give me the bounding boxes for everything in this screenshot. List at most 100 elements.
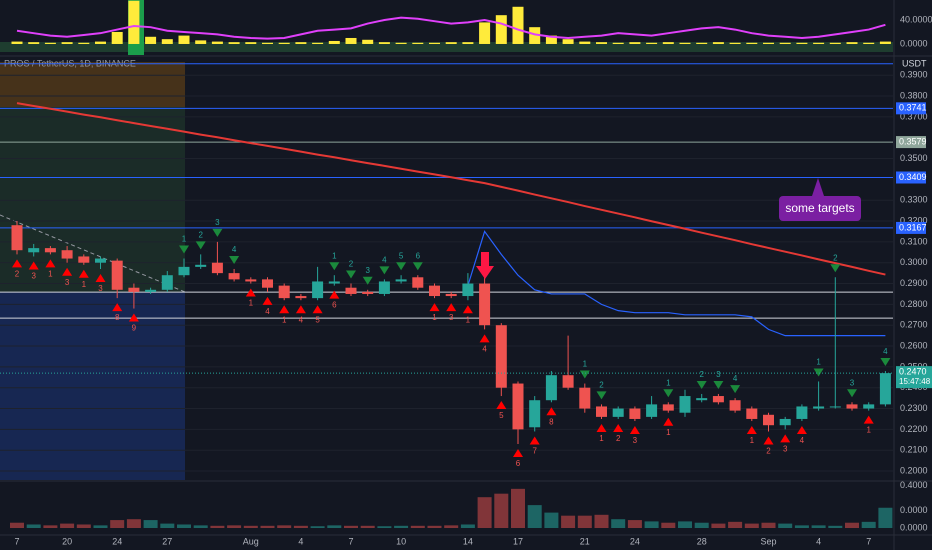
- sell-signal-label: 3: [850, 378, 855, 387]
- oscillator-bar: [95, 41, 106, 44]
- volume-bar: [845, 522, 859, 528]
- volume-bar: [811, 525, 826, 528]
- volume-bar: [627, 520, 642, 528]
- buy-signal: [663, 417, 674, 426]
- volume-bar: [694, 522, 709, 528]
- volume-bar: [444, 525, 459, 528]
- volume-bar: [410, 525, 425, 528]
- candle-body: [295, 296, 307, 299]
- buy-signal-label: 8: [115, 313, 120, 322]
- volume-bar: [828, 525, 843, 528]
- sell-signal-label: 2: [349, 260, 354, 269]
- volume-bar: [728, 521, 743, 528]
- sell-signal: [663, 389, 674, 398]
- volume-bar: [260, 525, 275, 528]
- buy-signal: [295, 305, 306, 314]
- y-tick-label: 0.0000: [900, 38, 928, 48]
- buy-signal: [62, 267, 73, 276]
- sell-signal-label: 4: [232, 245, 237, 254]
- candle-body: [545, 375, 557, 401]
- candle-body: [95, 258, 106, 263]
- sell-signal-label: 2: [833, 253, 838, 262]
- sell-signal: [396, 262, 407, 271]
- signal-arrow: [476, 252, 494, 279]
- oscillator-bar: [813, 42, 825, 44]
- oscillator-bar: [128, 0, 140, 44]
- candle-body: [328, 281, 340, 284]
- oscillator-bar: [429, 42, 440, 44]
- moving-average: [16, 102, 886, 276]
- candle-body: [629, 408, 641, 419]
- oscillator-bar: [245, 42, 257, 44]
- y-tick-label: 0.4000: [900, 480, 928, 490]
- volume-bar: [460, 524, 475, 528]
- volume-bar: [427, 525, 442, 528]
- candle-body: [44, 248, 56, 253]
- sell-signal: [696, 380, 707, 389]
- sell-signal-label: 1: [666, 378, 671, 387]
- volume-bar: [878, 507, 893, 528]
- oscillator-bar: [779, 42, 791, 44]
- x-tick-label: Aug: [243, 536, 259, 546]
- sell-signal-label: 3: [716, 370, 721, 379]
- countdown: 15:47:48: [899, 377, 931, 386]
- volume-bar: [544, 512, 559, 528]
- sell-signal: [847, 389, 857, 398]
- candle-body: [712, 396, 724, 403]
- oscillator-bar: [345, 37, 357, 44]
- oscillator-bar: [545, 35, 557, 44]
- oscillator-bar: [111, 31, 123, 44]
- oscillator-bar: [512, 6, 524, 44]
- oscillator-bar: [696, 42, 708, 44]
- y-tick-label: 0.3500: [900, 153, 928, 163]
- candle-body: [646, 404, 658, 417]
- buy-signal-label: 1: [750, 436, 755, 445]
- buy-signal: [128, 313, 139, 322]
- sell-signal-label: 4: [733, 374, 738, 383]
- candle-body: [679, 396, 691, 413]
- x-tick-label: Sep: [760, 536, 776, 546]
- buy-signal-label: 6: [332, 301, 337, 310]
- y-tick-label: 0.3700: [900, 111, 928, 121]
- buy-signal-label: 2: [15, 269, 20, 278]
- level-tag: [896, 136, 926, 149]
- x-tick-label: 4: [816, 536, 821, 546]
- price-label: 0.2470: [899, 367, 927, 377]
- buy-signal: [513, 448, 523, 457]
- buy-signal-label: 3: [783, 444, 788, 453]
- x-tick-label: 21: [580, 536, 590, 546]
- oscillator-bar: [612, 42, 624, 44]
- y-tick-label: 0.3200: [900, 215, 928, 225]
- oscillator-bar: [479, 22, 491, 44]
- level-label: 0.3167: [899, 222, 927, 232]
- oscillator-bar: [579, 41, 591, 44]
- volume-bar: [26, 524, 41, 528]
- projection-line: [0, 214, 186, 293]
- candle-body: [696, 398, 708, 401]
- volume-bar: [611, 519, 626, 528]
- oscillator-bar: [395, 42, 407, 44]
- volume-bar: [310, 526, 325, 528]
- candle-body: [863, 404, 875, 409]
- volume-bar: [243, 525, 258, 528]
- candle-body: [111, 260, 123, 290]
- oscillator-bar: [562, 39, 574, 44]
- candle-body: [161, 275, 173, 290]
- candle-body: [746, 408, 758, 419]
- buy-signal-label: 1: [866, 426, 871, 435]
- oscillator-bar: [28, 42, 40, 44]
- sell-signal-label: 2: [699, 370, 704, 379]
- callout-text: some targets: [785, 201, 854, 215]
- x-tick-label: 10: [396, 536, 406, 546]
- oscillator-bar: [829, 42, 841, 44]
- oscillator-bar: [646, 42, 658, 44]
- volume-bar: [277, 525, 292, 528]
- candle-body: [879, 373, 891, 405]
- x-tick-label: 7: [866, 536, 871, 546]
- volume-bar: [711, 523, 726, 528]
- oscillator-bar: [78, 42, 90, 44]
- sell-signal: [412, 262, 423, 271]
- candle-body: [412, 277, 424, 288]
- volume-bar: [293, 525, 308, 528]
